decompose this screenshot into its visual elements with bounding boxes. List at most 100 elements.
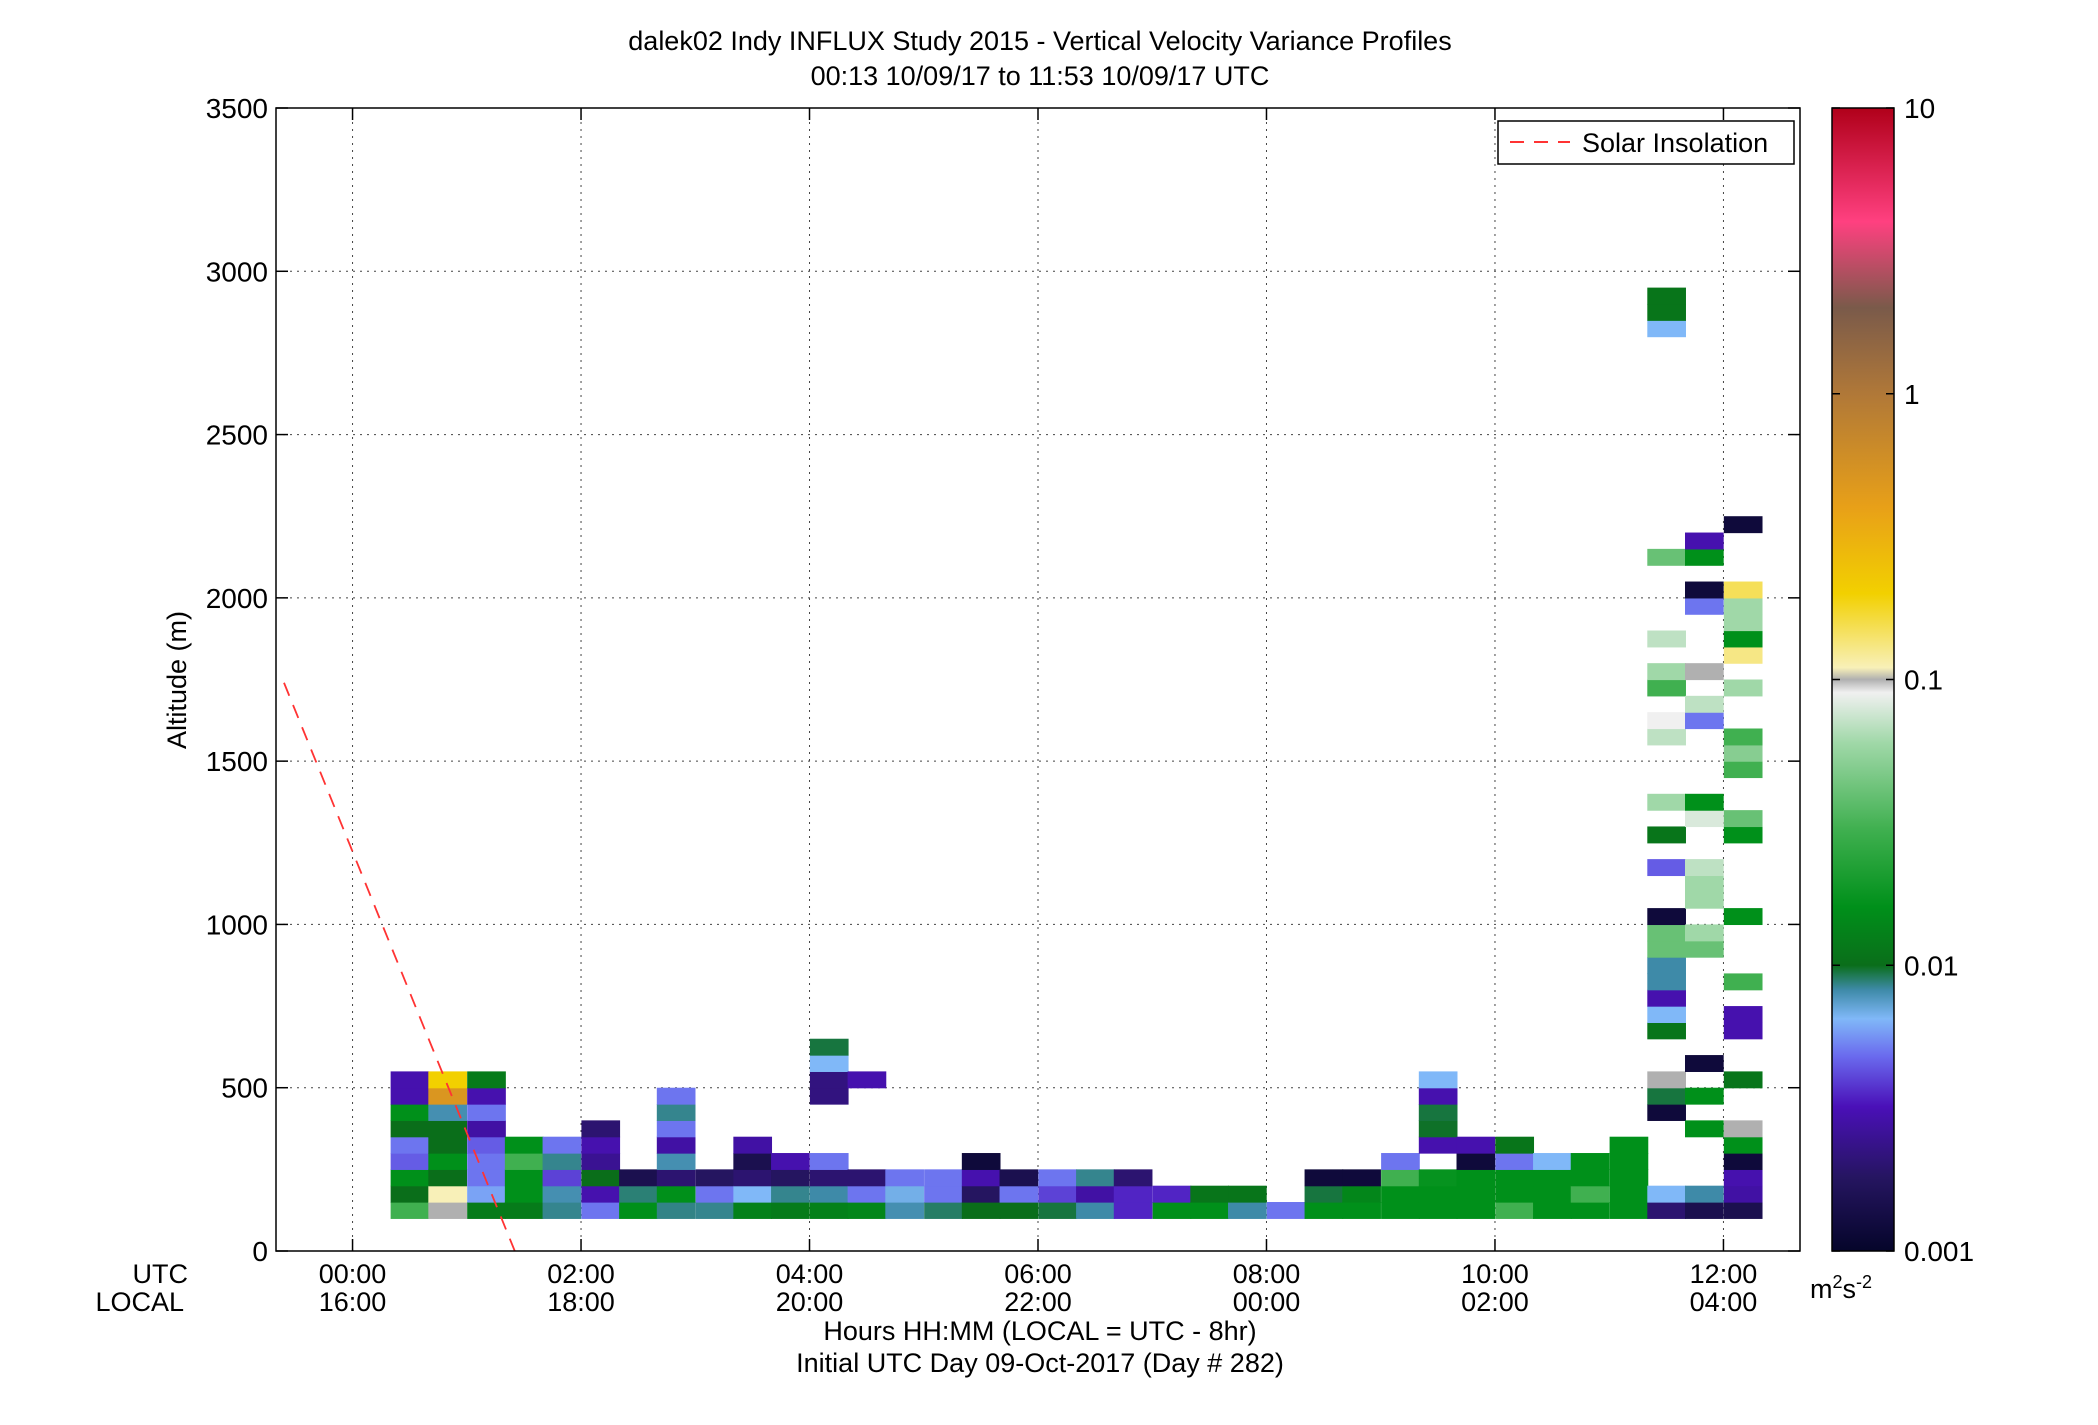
heatmap-cell	[1723, 1169, 1763, 1187]
heatmap-cell	[1685, 859, 1724, 877]
heatmap-cell	[1647, 973, 1686, 991]
heatmap-cell	[1685, 581, 1724, 599]
heatmap-cell	[1723, 1071, 1763, 1089]
heatmap-cell	[1647, 303, 1686, 321]
row-label-utc: UTC	[133, 1259, 189, 1289]
heatmap-cell	[1647, 320, 1686, 338]
heatmap-cell	[1609, 1185, 1649, 1203]
heatmap-cell	[428, 1120, 468, 1138]
heatmap-cell	[1723, 973, 1763, 991]
heatmap-cell	[1647, 287, 1686, 305]
heatmap-cell	[1418, 1120, 1458, 1138]
heatmap-cell	[656, 1104, 696, 1121]
heatmap-cell	[1685, 548, 1724, 566]
heatmap-cell	[1647, 663, 1686, 681]
x-tick-label-local: 20:00	[776, 1287, 844, 1317]
heatmap-cell	[656, 1185, 696, 1203]
heatmap-cell	[1570, 1185, 1610, 1203]
heatmap-cell	[1723, 1202, 1763, 1219]
heatmap-cell	[695, 1185, 735, 1203]
heatmap-cells	[390, 287, 1763, 1219]
heatmap-cell	[504, 1185, 544, 1203]
heatmap-cell	[771, 1153, 810, 1170]
heatmap-cell	[467, 1136, 506, 1154]
heatmap-cell	[467, 1169, 506, 1187]
heatmap-cell	[1533, 1169, 1572, 1187]
heatmap-cell	[733, 1169, 773, 1187]
heatmap-cell	[1647, 1071, 1686, 1089]
heatmap-cell	[390, 1087, 430, 1105]
heatmap-cell	[1456, 1153, 1496, 1170]
heatmap-cell	[1647, 728, 1686, 746]
heatmap-cell	[1381, 1185, 1420, 1203]
heatmap-cell	[1685, 1087, 1724, 1105]
heatmap-cell	[1570, 1202, 1610, 1219]
heatmap-cell	[1609, 1169, 1649, 1187]
heatmap-cell	[1723, 1006, 1763, 1023]
heatmap-cell	[428, 1202, 468, 1219]
x-axis-label: Hours HH:MM (LOCAL = UTC - 8hr)	[823, 1316, 1256, 1346]
heatmap-cell	[504, 1136, 544, 1154]
heatmap-cell	[885, 1169, 924, 1187]
colorbar-tick-label: 0.001	[1904, 1236, 1974, 1267]
heatmap-cell	[1685, 793, 1724, 811]
heatmap-cell	[656, 1120, 696, 1138]
heatmap-cell	[1113, 1169, 1153, 1187]
heatmap-cell	[467, 1071, 506, 1089]
x-tick-label-utc: 10:00	[1461, 1259, 1529, 1289]
heatmap-cell	[581, 1153, 621, 1170]
heatmap-cell	[695, 1169, 735, 1187]
heatmap-cell	[467, 1120, 506, 1138]
heatmap-cell	[656, 1169, 696, 1187]
heatmap-cell	[1647, 1006, 1686, 1023]
heatmap-cell	[924, 1202, 963, 1219]
y-tick-label: 2000	[206, 583, 268, 614]
heatmap-cell	[809, 1055, 849, 1072]
solar-insolation-line	[283, 682, 516, 1251]
heatmap-cell	[1076, 1202, 1115, 1219]
heatmap-cell	[1685, 712, 1724, 730]
heatmap-cell	[1647, 989, 1686, 1007]
heatmap-cell	[1533, 1202, 1572, 1219]
heatmap-cell	[733, 1185, 773, 1203]
heatmap-cell	[847, 1169, 887, 1187]
heatmap-cell	[1685, 695, 1724, 713]
heatmap-cell	[1152, 1202, 1192, 1219]
y-axis-ticks: 0 500 1000 1500 2000 2500 3000 3500	[206, 93, 1800, 1267]
heatmap-cell	[1685, 1120, 1724, 1138]
heatmap-cell	[619, 1169, 658, 1187]
heatmap-cell	[1723, 581, 1763, 599]
heatmap-cell	[1418, 1071, 1458, 1089]
heatmap-cell	[1685, 891, 1724, 909]
heatmap-cell	[1266, 1202, 1306, 1219]
heatmap-cell	[467, 1185, 506, 1203]
x-axis-label-day: Initial UTC Day 09-Oct-2017 (Day # 282)	[796, 1348, 1284, 1378]
heatmap-cell	[1647, 924, 1686, 942]
heatmap-cell	[809, 1087, 849, 1105]
heatmap-cell	[1190, 1185, 1230, 1203]
heatmap-cell	[542, 1153, 582, 1170]
heatmap-cell	[542, 1185, 582, 1203]
heatmap-cell	[1647, 826, 1686, 844]
heatmap-cell	[1342, 1202, 1381, 1219]
heatmap-cell	[619, 1185, 658, 1203]
heatmap-cell	[1570, 1153, 1610, 1170]
heatmap-cell	[885, 1185, 924, 1203]
heatmap-cell	[619, 1202, 658, 1219]
heatmap-cell	[1685, 924, 1724, 942]
heatmap-cell	[1723, 630, 1763, 648]
heatmap-cell	[428, 1087, 468, 1105]
heatmap-cell	[1038, 1169, 1078, 1187]
heatmap-cell	[809, 1038, 849, 1056]
heatmap-cell	[1685, 940, 1724, 958]
heatmap-cell	[1342, 1185, 1381, 1203]
colorbar-unit-label: m2s-2	[1810, 1272, 1872, 1304]
heatmap-cell	[809, 1071, 849, 1089]
x-axis-ticks: 00:0016:0002:0018:0004:0020:0006:0022:00…	[319, 108, 1757, 1317]
heatmap-cell	[1609, 1202, 1649, 1219]
x-tick-label-local: 04:00	[1690, 1287, 1758, 1317]
heatmap-cell	[504, 1153, 544, 1170]
heatmap-cell	[1685, 875, 1724, 893]
heatmap-cell	[1228, 1185, 1267, 1203]
x-tick-label-utc: 06:00	[1004, 1259, 1072, 1289]
